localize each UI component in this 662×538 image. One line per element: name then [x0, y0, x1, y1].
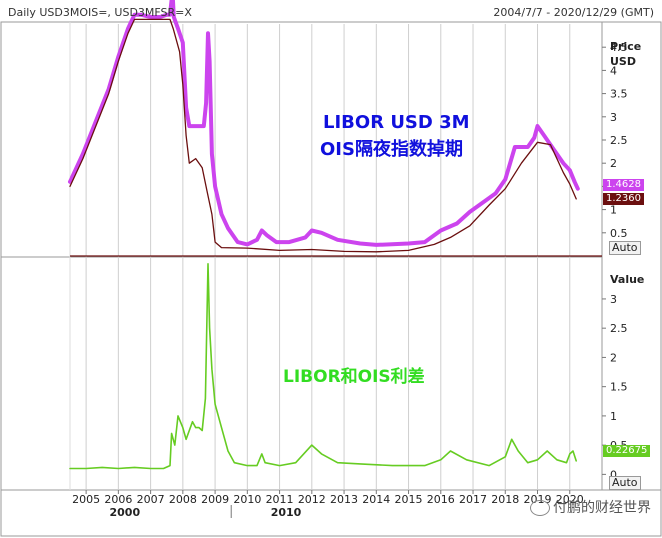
y-tick-label: 1: [610, 204, 617, 217]
ois-last-value-badge: 1.2360: [603, 193, 644, 205]
chart-frame: [0, 21, 662, 537]
usd-unit-label: USD: [610, 55, 636, 68]
date-range: 2004/7/7 - 2020/12/29 (GMT): [493, 6, 654, 19]
y-tick-label: 1.5: [610, 381, 628, 394]
value-unit-label: Value: [610, 273, 645, 286]
x-tick-label: 2016: [427, 493, 455, 506]
y-tick-label: 4.5: [610, 41, 628, 54]
decade-label: 2010: [271, 506, 302, 519]
y-tick-label: 3: [610, 293, 617, 306]
y-tick-label: 3.5: [610, 88, 628, 101]
libor-last-value-badge: 1.4628: [603, 179, 644, 191]
y-tick-label: 1: [610, 410, 617, 423]
libor-annotation: LIBOR USD 3M: [323, 112, 470, 133]
wechat-icon: [530, 500, 550, 516]
y-tick-label: 0: [610, 468, 617, 481]
x-tick-label: 2011: [266, 493, 294, 506]
x-tick-label: 2007: [137, 493, 165, 506]
x-tick-label: 2008: [169, 493, 197, 506]
watermark-text: 付鹏的财经世界: [553, 500, 651, 516]
x-tick-label: 2010: [233, 493, 261, 506]
y-tick-label: 0.5: [610, 227, 628, 240]
libor-series-line: [68, 0, 580, 247]
chart-title: Daily USD3MOIS=, USD3MFSR=X: [8, 6, 192, 19]
x-tick-label: 2020: [556, 493, 584, 506]
x-tick-label: 2015: [395, 493, 423, 506]
spread-annotation: LIBOR和OIS利差: [283, 367, 425, 387]
spread-last-value-badge: 0.22675: [603, 445, 651, 457]
x-tick-label: 2006: [104, 493, 132, 506]
x-tick-label: 2012: [298, 493, 326, 506]
ois-annotation: OIS隔夜指数掉期: [320, 139, 463, 160]
x-tick-label: 2018: [491, 493, 519, 506]
x-tick-label: 2014: [362, 493, 390, 506]
watermark: 付鹏的财经世界: [530, 497, 651, 517]
y-tick-label: 2: [610, 157, 617, 170]
x-tick-label: 2013: [330, 493, 358, 506]
decade-label: 2000: [109, 506, 140, 519]
x-tick-label: 2009: [201, 493, 229, 506]
y-tick-label: 2.5: [610, 134, 628, 147]
x-tick-label: 2017: [459, 493, 487, 506]
ois-series-line: [69, 18, 577, 253]
y-tick-label: 2.5: [610, 322, 628, 335]
bottom-auto-scale-button[interactable]: Auto: [609, 476, 641, 490]
y-tick-label: 3: [610, 111, 617, 124]
top-auto-scale-button[interactable]: Auto: [609, 241, 641, 255]
y-tick-label: 4: [610, 64, 617, 77]
price-unit-label: Price: [610, 40, 642, 53]
x-tick-label: 2005: [72, 493, 100, 506]
y-tick-label: 2: [610, 351, 617, 364]
spread-series-line: [69, 262, 578, 470]
